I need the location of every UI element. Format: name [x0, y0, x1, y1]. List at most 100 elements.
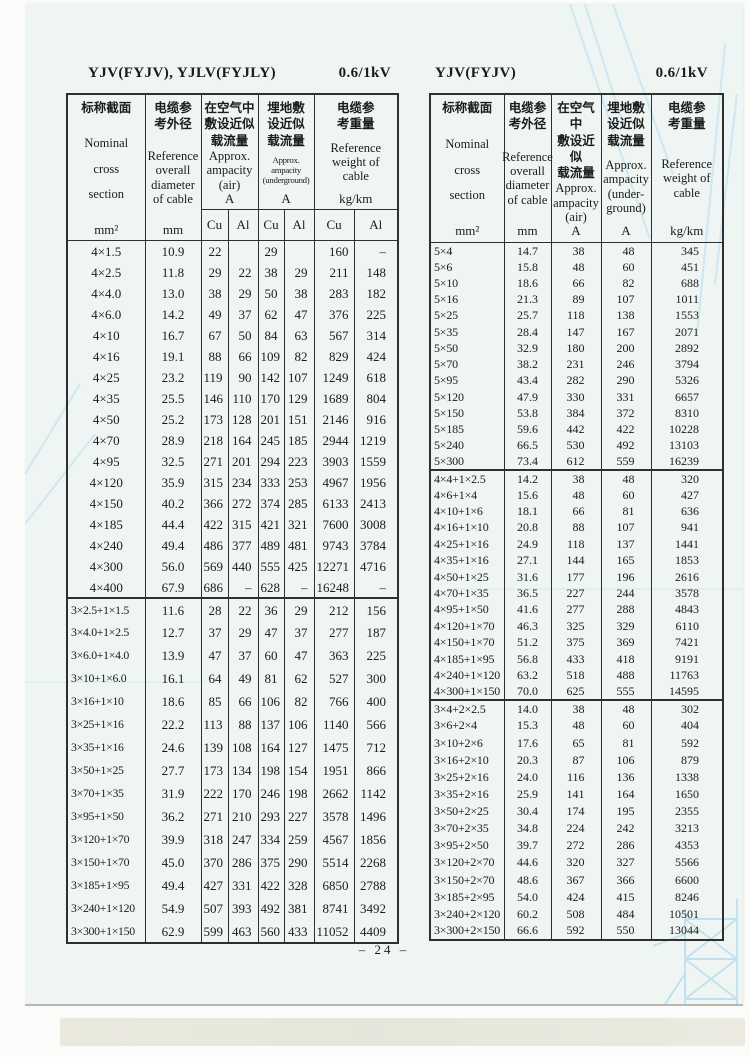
table-cell: 1951: [313, 759, 355, 783]
table-row: 4×10 16.7 67 50 84 63 567 314: [66, 324, 399, 346]
table-row: 4×50 25.2 173 128 201 151 2146 916: [66, 409, 399, 431]
table-cell: 137: [600, 535, 652, 552]
table-cell: 225: [353, 303, 399, 325]
table-cell: 4843: [650, 601, 724, 618]
table-cell: 4×240: [66, 535, 146, 557]
table-cell: 3×4+2×2.5: [429, 698, 505, 717]
table-cell: 90: [227, 366, 259, 388]
table-cell: 433: [283, 920, 315, 944]
table-cell: 36: [257, 597, 285, 622]
table-cell: 4×400: [66, 577, 146, 599]
table-cell: 4×10: [66, 324, 146, 346]
table-row: 4×120+1×70 46.3 325 329 6110: [429, 617, 724, 635]
table-cell: 1689: [313, 388, 355, 410]
table-cell: 11.6: [144, 597, 202, 622]
table-cell: 507: [200, 897, 229, 921]
table-cell: 44.4: [144, 514, 202, 536]
table-cell: 3×185+2×95: [429, 888, 505, 906]
table-cell: 27.1: [503, 552, 552, 569]
table-cell: 3×240+2×120: [429, 905, 505, 923]
table-cell: 170: [227, 782, 259, 806]
table-cell: 37: [227, 303, 259, 325]
table-cell: 829: [313, 345, 355, 367]
table-cell: 1441: [650, 535, 724, 552]
header-zh: 标称截面: [81, 101, 132, 115]
table-cell: 82: [283, 690, 315, 714]
table-row: 4×10+1×6 18.1 66 81 636: [429, 502, 724, 520]
table-cell: 3×6.0+1×4.0: [66, 644, 146, 668]
table-cell: 345: [650, 242, 724, 259]
header-unit: A: [571, 223, 581, 239]
table-row: 4×120 35.9 315 234 333 253 4967 1956: [66, 472, 399, 494]
table-cell: 5×10: [429, 274, 505, 291]
table-cell: 5×150: [429, 404, 505, 422]
table-cell: 165: [600, 552, 652, 569]
table-cell: 4×300: [66, 556, 146, 578]
table-cell: 12271: [313, 556, 355, 578]
table-cell: 4×4.0: [66, 282, 146, 304]
header-en: Reference weight of cable: [661, 156, 713, 200]
table-cell: 4409: [353, 920, 399, 944]
table-cell: 66: [227, 690, 259, 714]
table-cell: 148: [353, 261, 399, 283]
table-cell: 294: [257, 451, 285, 473]
table-cell: 25.9: [503, 785, 552, 803]
table-cell: 3794: [650, 356, 724, 373]
table-cell: 30.4: [503, 802, 552, 820]
table-cell: 5×95: [429, 372, 505, 389]
table-cell: 24.6: [144, 736, 202, 760]
table-cell: 56.8: [503, 650, 552, 667]
table-cell: 48: [600, 468, 652, 487]
table-row: 5×120 47.9 330 331 6657: [429, 388, 724, 405]
table-row: 3×25+2×16 24.0 116 136 1338: [429, 768, 724, 786]
table-row: 3×50+2×25 30.4 174 195 2355: [429, 802, 724, 820]
table-cell: 180: [550, 339, 602, 357]
table-cell: 81: [257, 667, 285, 691]
table-cell: 242: [600, 819, 652, 837]
table-cell: 4×185+1×95: [429, 650, 505, 667]
table-row: 5×70 38.2 231 246 3794: [429, 356, 724, 373]
table-cell: 22: [227, 597, 259, 622]
table-cell: 330: [550, 388, 602, 405]
table-cell: 2616: [650, 568, 724, 585]
table-cell: 400: [353, 690, 399, 714]
header-zh: 电缆参 考外径: [508, 101, 547, 132]
table-cell: 85: [200, 690, 229, 714]
table-row: 4×6.0 14.2 49 37 62 47 376 225: [66, 303, 399, 325]
table-cell: 56.0: [144, 556, 202, 578]
header-reference-diameter: 电缆参 考外径 Reference overall diameter of ca…: [144, 93, 202, 242]
table-cell: 290: [600, 372, 652, 389]
table-row: 4×2.5 11.8 29 22 38 29 211 148: [66, 261, 399, 283]
table-cell: 290: [283, 851, 315, 875]
table-row: 4×95+1×50 41.6 277 288 4843: [429, 601, 724, 618]
table-cell: 38: [550, 698, 602, 717]
table-cell: 5×120: [429, 388, 505, 405]
table-cell: 38: [550, 242, 602, 259]
table-cell: 4×6.0: [66, 303, 146, 325]
table-cell: 224: [550, 819, 602, 837]
table-cell: 333: [257, 472, 285, 494]
table-cell: 10501: [650, 905, 724, 923]
header-en: Reference weight of cable: [330, 140, 382, 184]
table-cell: 6600: [650, 871, 724, 889]
table-cell: 492: [600, 437, 652, 454]
table-cell: 2071: [650, 323, 724, 340]
table-cell: 107: [283, 366, 315, 388]
table-cell: 22: [227, 261, 259, 283]
table-cell: 53.8: [503, 404, 552, 422]
table-row: 3×50+1×25 27.7 173 134 198 154 1951 866: [66, 759, 399, 783]
table-cell: 66: [550, 274, 602, 291]
table-cell: 29: [257, 240, 285, 262]
table-cell: 195: [600, 802, 652, 820]
header-unit: kg/km: [670, 223, 704, 239]
table-cell: 14595: [650, 683, 724, 700]
table-cell: 13.9: [144, 644, 202, 668]
table-cell: 34.8: [503, 819, 552, 837]
table-cell: 4×2.5: [66, 261, 146, 283]
header-ampacity-air: 在空气中 敷设近似 载流量 Approx. ampacity (air) A: [200, 93, 259, 211]
table-cell: 128: [227, 409, 259, 431]
table-cell: 154: [283, 759, 315, 783]
table-cell: 3578: [650, 584, 724, 602]
table-cell: 325: [550, 617, 602, 635]
table-cell: 134: [227, 759, 259, 783]
